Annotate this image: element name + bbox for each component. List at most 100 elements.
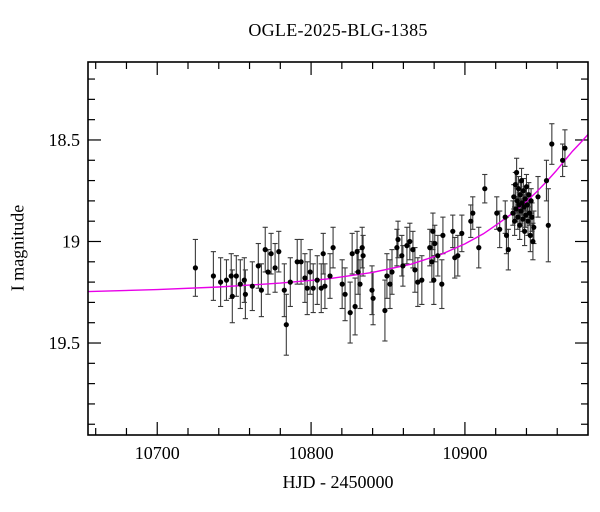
axis-ticks: [88, 62, 588, 435]
data-point: [357, 281, 363, 287]
tick-labels: 10700 10800 10900 18.5 19 19.5: [49, 130, 488, 463]
data-point: [322, 283, 328, 289]
data-point: [545, 222, 551, 228]
data-point: [342, 291, 348, 297]
data-point: [287, 279, 293, 285]
data-point: [276, 249, 282, 255]
data-point: [330, 245, 336, 251]
data-point: [283, 322, 289, 328]
data-point: [258, 287, 264, 293]
data-point: [395, 236, 401, 243]
data-point: [502, 214, 508, 220]
data-point: [347, 310, 353, 316]
data-point: [370, 295, 376, 301]
data-point: [494, 210, 500, 216]
data-point: [427, 245, 433, 251]
data-point: [223, 277, 230, 283]
data-point: [429, 259, 435, 265]
data-point: [520, 188, 527, 194]
data-point: [262, 247, 268, 253]
data-point: [519, 200, 525, 206]
data-point: [431, 277, 437, 283]
data-point: [522, 228, 528, 234]
data-point: [400, 263, 406, 269]
data-point: [310, 285, 316, 291]
data-point: [476, 245, 482, 251]
x-tick-label: 10900: [442, 443, 487, 463]
data-point: [529, 214, 535, 220]
data-point: [298, 259, 304, 265]
data-point: [470, 210, 476, 216]
data-point: [233, 273, 239, 279]
data-point: [241, 277, 247, 283]
data-point: [513, 206, 519, 212]
error-bars: [192, 123, 568, 356]
data-point: [407, 238, 413, 245]
data-point: [528, 198, 534, 204]
y-tick-label: 18.5: [49, 130, 81, 150]
x-axis-label: HJD - 2450000: [282, 472, 394, 492]
data-point: [265, 269, 271, 275]
data-point: [562, 145, 568, 151]
data-point: [320, 251, 326, 257]
data-point: [307, 269, 313, 275]
data-point: [327, 273, 333, 279]
data-point: [531, 224, 537, 230]
data-point: [526, 192, 532, 198]
data-point: [503, 232, 510, 238]
data-point: [359, 245, 365, 251]
data-point: [560, 157, 566, 163]
data-point: [440, 232, 446, 238]
data-point: [535, 194, 541, 200]
data-point: [524, 202, 530, 208]
data-point: [410, 247, 416, 253]
data-point: [384, 273, 390, 279]
data-point: [349, 251, 355, 257]
data-point: [272, 265, 278, 271]
data-point: [255, 263, 261, 269]
data-point: [468, 218, 474, 224]
data-point: [511, 218, 518, 224]
data-point: [522, 196, 528, 202]
data-point: [520, 216, 526, 222]
y-tick-label: 19.5: [49, 333, 81, 353]
data-point: [526, 210, 533, 216]
data-point: [192, 265, 198, 271]
data-point: [242, 291, 248, 297]
data-point: [389, 269, 395, 275]
data-point: [412, 267, 418, 273]
data-point: [228, 273, 234, 279]
data-point: [419, 277, 425, 283]
data-point: [512, 182, 519, 188]
data-point: [360, 253, 366, 259]
data-point: [399, 253, 405, 259]
chart-title: OGLE-2025-BLG-1385: [248, 20, 428, 40]
data-point: [505, 247, 511, 253]
data-point: [514, 198, 520, 204]
data-point: [510, 210, 516, 216]
data-point: [459, 230, 465, 236]
data-point: [355, 269, 361, 275]
data-point: [543, 178, 550, 184]
data-point: [527, 232, 533, 238]
data-point: [455, 253, 461, 259]
data-point: [387, 281, 393, 287]
data-point: [369, 287, 375, 293]
data-point: [450, 228, 456, 234]
data-point: [268, 251, 274, 257]
data-point: [404, 243, 410, 249]
data-points: [192, 141, 568, 328]
data-point: [294, 259, 300, 265]
data-point: [249, 283, 255, 289]
data-point: [439, 281, 445, 287]
data-point: [435, 253, 441, 259]
data-point: [304, 285, 310, 291]
data-point: [415, 279, 421, 285]
data-point: [210, 273, 216, 279]
data-point: [339, 281, 345, 287]
x-tick-label: 10700: [135, 443, 180, 463]
data-point: [517, 192, 523, 198]
data-point: [432, 240, 438, 247]
